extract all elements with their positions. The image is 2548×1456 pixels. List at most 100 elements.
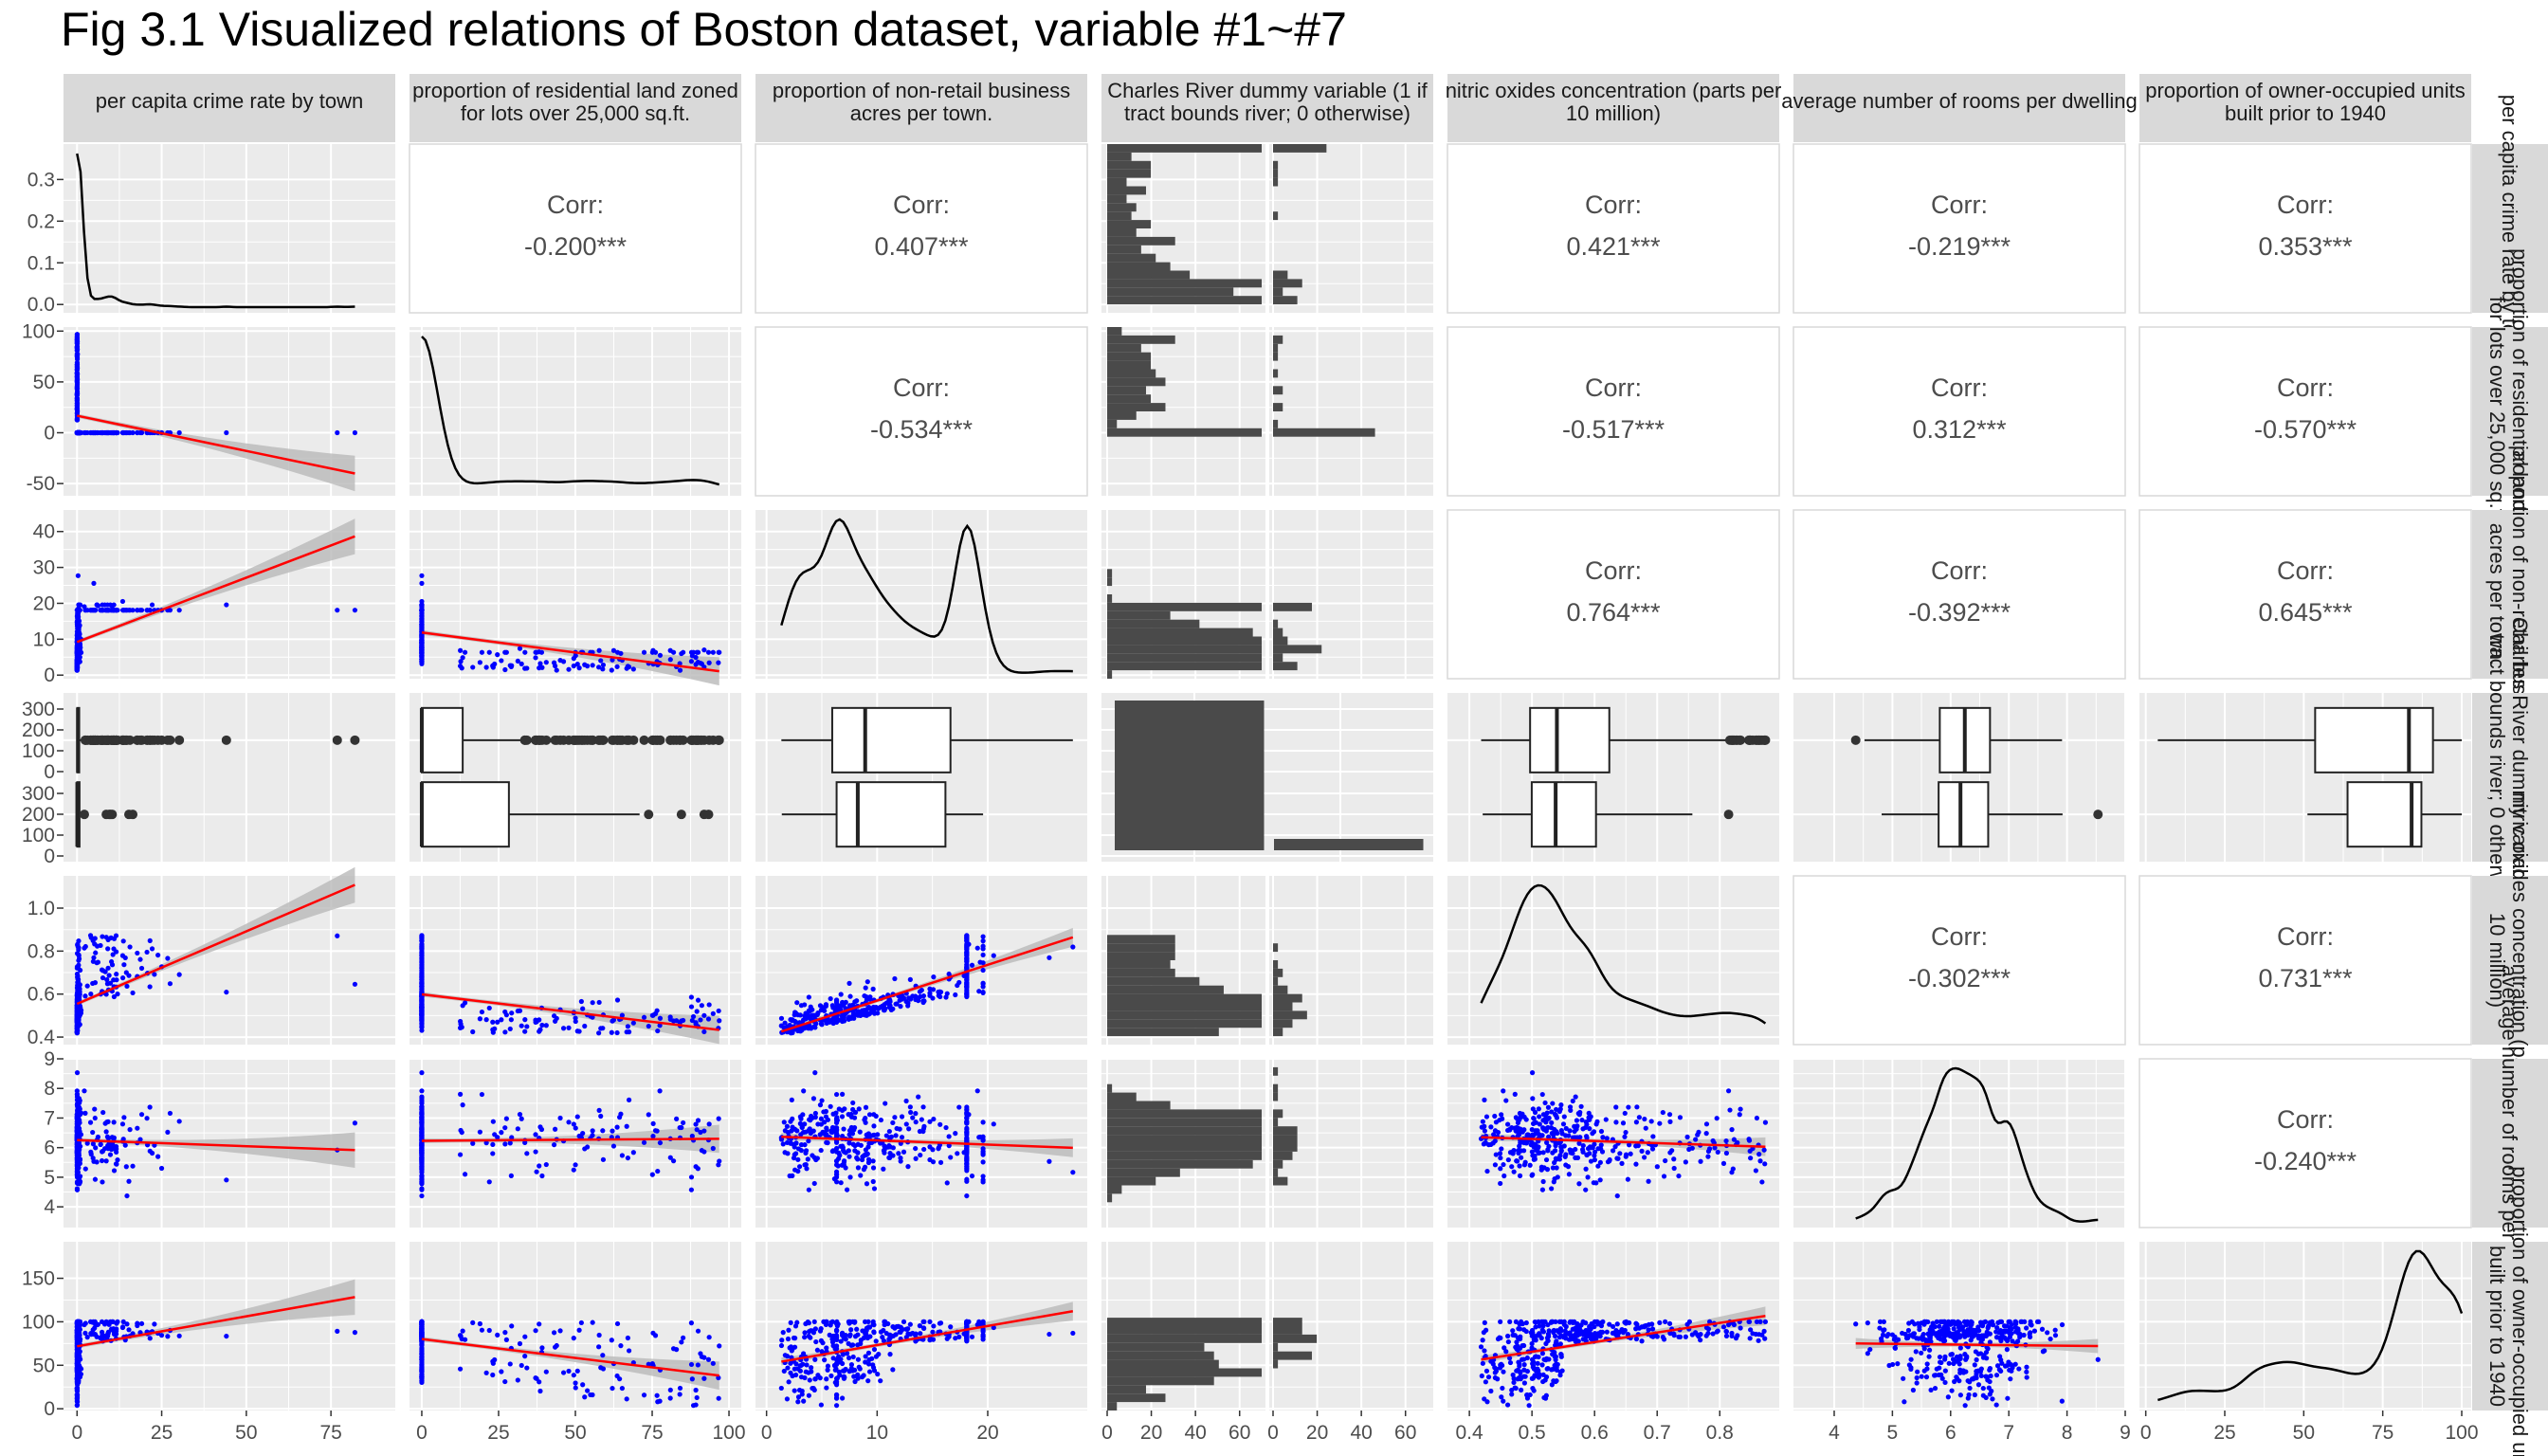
scatter-point: [1636, 1115, 1642, 1120]
scatter-point: [576, 1028, 582, 1034]
scatter-point: [839, 1114, 846, 1119]
scatter-point: [1738, 1106, 1743, 1112]
scatter-point: [905, 1000, 911, 1006]
scatter-point: [502, 666, 508, 673]
scatter-point: [74, 1118, 81, 1123]
corr-label: Corr:: [2277, 556, 2334, 585]
scatter-point: [1654, 1164, 1660, 1170]
scatter-point: [462, 649, 468, 655]
column-strip-label: Charles River dummy variable (1 iftract …: [1107, 79, 1428, 125]
scatter-point: [1070, 944, 1076, 950]
hist-bar: [1273, 352, 1279, 361]
scatter-point: [803, 1161, 809, 1168]
scatter-point: [1663, 1157, 1668, 1164]
scatter-point: [991, 953, 996, 958]
scatter-point: [716, 1116, 721, 1121]
box-outlier: [639, 735, 649, 745]
scatter-point: [784, 1123, 791, 1129]
scatter-point: [695, 997, 701, 1003]
scatter-point: [1568, 1150, 1574, 1156]
scatter-point: [1488, 1141, 1494, 1148]
hist-bar: [1273, 993, 1302, 1003]
hist-bar: [1107, 211, 1132, 221]
scatter-point: [897, 997, 902, 1003]
scatter-point: [695, 1118, 701, 1123]
hist-bar: [1273, 645, 1322, 654]
scatter-point: [964, 1152, 970, 1157]
scatter-point: [896, 1151, 901, 1156]
hist-bar: [1107, 619, 1200, 628]
scatter-point: [681, 1119, 686, 1126]
column-strip-text: built prior to 1940: [2225, 101, 2386, 125]
density-curve: [421, 336, 720, 486]
scatter-point: [100, 1179, 105, 1185]
box: [835, 781, 947, 848]
scatter-point: [502, 1141, 508, 1147]
scatter-point: [858, 1173, 864, 1178]
scatter-point: [92, 1106, 98, 1112]
scatter-point: [1540, 1178, 1546, 1185]
scatter-point: [624, 1123, 629, 1129]
box-outlier: [628, 735, 639, 745]
scatter-point: [964, 1164, 970, 1170]
scatter-point: [716, 649, 721, 655]
scatter-point: [524, 665, 530, 671]
scatter-point: [600, 662, 607, 668]
scatter-point: [495, 652, 500, 658]
scatter-point: [1671, 1156, 1677, 1162]
scatter-point: [705, 649, 712, 655]
scatter-point: [964, 992, 970, 997]
scatter-point: [796, 1164, 803, 1170]
scatter-point: [1550, 1101, 1556, 1106]
scatter-point: [800, 1129, 807, 1136]
box-outlier: [703, 810, 714, 820]
scatter-point: [899, 1135, 905, 1140]
scatter-point: [964, 942, 970, 948]
facet-divider: [1265, 327, 1269, 496]
scatter-point: [1646, 1178, 1651, 1184]
scatter-point: [937, 993, 943, 1000]
scatter-point: [598, 1026, 604, 1031]
facet-divider: [1265, 510, 1269, 679]
scatter-point: [120, 608, 126, 613]
scatter-point: [508, 664, 514, 670]
row-strip: [2472, 327, 2548, 496]
scatter-point: [1650, 1134, 1656, 1139]
scatter-point: [838, 1180, 844, 1186]
scatter-point: [641, 649, 647, 655]
scatter-point: [817, 1102, 824, 1108]
hist-bar: [1107, 411, 1137, 420]
scatter-point: [87, 1119, 94, 1125]
scatter-point: [1482, 1097, 1487, 1102]
scatter-point: [964, 935, 970, 940]
scatter-point: [94, 602, 100, 608]
scatter-point: [490, 664, 496, 670]
scatter-point: [74, 355, 81, 360]
scatter-point: [75, 608, 81, 613]
scatter-point: [1593, 1180, 1599, 1186]
scatter-point: [624, 1029, 629, 1035]
scatter-point: [862, 1117, 867, 1122]
hist-bar: [1273, 403, 1283, 411]
box-outlier: [221, 735, 231, 745]
scatter-point: [519, 661, 524, 667]
scatter-point: [833, 997, 840, 1003]
scatter-point: [419, 935, 425, 940]
scatter-point: [670, 649, 677, 655]
scatter-point: [812, 1025, 818, 1030]
facet-divider: [1265, 1059, 1269, 1228]
scatter-point: [590, 1133, 595, 1138]
scatter-point: [688, 1187, 695, 1192]
scatter-point: [114, 429, 119, 436]
scatter-point: [1046, 955, 1052, 960]
hist-bar: [1107, 203, 1137, 212]
scatter-point: [519, 1116, 524, 1121]
scatter-point: [670, 1018, 677, 1024]
scatter-point: [158, 1165, 165, 1172]
scatter-point: [517, 1112, 523, 1118]
scatter-point: [810, 1096, 817, 1101]
scatter-point: [533, 1149, 538, 1155]
scatter-point: [483, 1017, 489, 1023]
scatter-point: [537, 1163, 542, 1169]
box-outlier: [1760, 735, 1771, 745]
